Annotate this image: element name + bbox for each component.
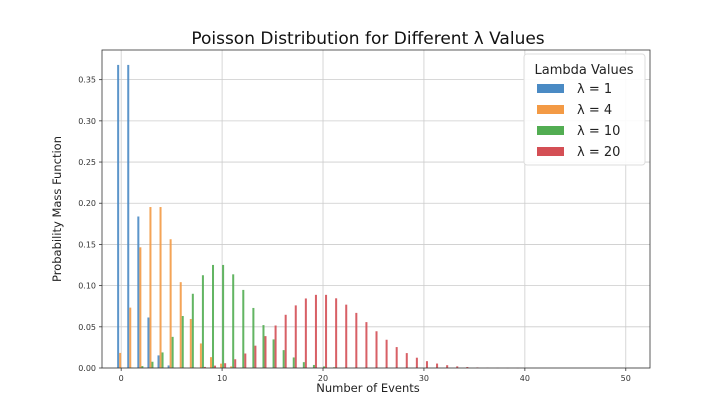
x-tick-label: 50	[621, 374, 631, 383]
bar-lambda-3	[375, 331, 378, 368]
bar-lambda-2	[323, 366, 326, 368]
bar-lambda-1	[179, 282, 182, 368]
legend-label: λ = 1	[577, 82, 612, 97]
bar-lambda-3	[466, 367, 469, 368]
x-tick-label: 40	[520, 374, 530, 383]
bar-lambda-1	[149, 207, 152, 368]
bar-lambda-3	[405, 353, 408, 368]
y-tick-label: 0.30	[78, 117, 96, 126]
y-tick-label: 0.35	[78, 76, 96, 85]
bar-lambda-0	[157, 355, 160, 368]
bars	[117, 64, 519, 369]
bar-lambda-2	[252, 307, 255, 368]
bar-lambda-3	[436, 363, 439, 368]
y-tick-label: 0.10	[78, 282, 96, 291]
bar-lambda-3	[234, 359, 237, 368]
y-ticks: 0.00 0.05 0.10 0.15 0.20 0.25 0.30 0.35	[78, 76, 102, 373]
y-tick-label: 0.00	[78, 364, 96, 373]
bar-lambda-2	[181, 316, 184, 368]
x-tick-label: 30	[419, 374, 429, 383]
bar-lambda-2	[201, 275, 204, 368]
bar-lambda-1	[230, 366, 233, 368]
bar-lambda-1	[220, 363, 223, 368]
bar-lambda-1	[139, 247, 142, 368]
y-tick-label: 0.05	[78, 323, 96, 332]
bar-lambda-2	[302, 362, 305, 368]
x-tick-label: 0	[119, 374, 124, 383]
bar-lambda-2	[272, 339, 275, 368]
bar-lambda-0	[117, 64, 120, 368]
bar-lambda-1	[189, 318, 192, 368]
bar-lambda-3	[335, 298, 338, 368]
bar-lambda-0	[127, 64, 130, 368]
bar-lambda-3	[214, 365, 217, 368]
bar-lambda-0	[137, 216, 140, 368]
legend-swatch	[537, 126, 564, 135]
legend-title: Lambda Values	[535, 63, 634, 78]
x-tick-label: 10	[217, 374, 227, 383]
bar-lambda-3	[304, 298, 307, 368]
bar-lambda-3	[203, 366, 206, 368]
bar-lambda-3	[294, 305, 297, 368]
bar-lambda-2	[151, 361, 154, 368]
bar-lambda-1	[209, 357, 213, 368]
bar-lambda-3	[244, 353, 247, 368]
bar-lambda-2	[262, 325, 265, 368]
bar-lambda-3	[254, 345, 257, 368]
chart-title: Poisson Distribution for Different λ Val…	[191, 29, 544, 49]
plot-frame	[101, 49, 651, 369]
bar-lambda-2	[191, 293, 194, 368]
bar-lambda-1	[129, 307, 132, 368]
y-tick-label: 0.15	[78, 240, 96, 249]
legend-label: λ = 20	[577, 145, 620, 160]
bar-lambda-3	[274, 325, 277, 368]
bar-lambda-1	[199, 343, 202, 368]
bar-lambda-2	[282, 350, 285, 368]
bar-lambda-2	[171, 336, 174, 368]
y-tick-label: 0.20	[78, 199, 96, 208]
bar-lambda-2	[212, 264, 215, 368]
bar-lambda-0	[167, 365, 170, 368]
bar-lambda-3	[325, 294, 328, 368]
bar-lambda-2	[222, 264, 225, 368]
bar-lambda-3	[425, 361, 428, 368]
bar-lambda-0	[147, 317, 150, 368]
bar-lambda-3	[415, 357, 418, 368]
bar-lambda-2	[312, 364, 315, 368]
bar-lambda-3	[385, 339, 388, 368]
bar-lambda-2	[141, 366, 144, 368]
bar-lambda-3	[395, 347, 398, 368]
legend-swatch	[537, 147, 564, 156]
bar-lambda-3	[284, 314, 287, 368]
x-tick-label: 20	[318, 374, 328, 383]
y-axis-label: Probability Mass Function	[50, 136, 64, 282]
legend-box	[523, 53, 646, 166]
y-tick-label: 0.25	[78, 158, 96, 167]
bar-lambda-3	[345, 304, 348, 368]
x-axis-label: Number of Events	[316, 381, 420, 395]
x-ticks: 0 10 20 30 40 50	[119, 368, 631, 383]
bar-lambda-3	[224, 363, 227, 368]
bar-lambda-2	[242, 289, 245, 368]
bar-lambda-3	[314, 294, 317, 368]
bar-lambda-3	[456, 366, 459, 368]
bar-lambda-3	[365, 322, 368, 368]
bar-lambda-1	[169, 239, 172, 368]
bar-lambda-3	[355, 312, 358, 368]
legend-swatch	[537, 105, 564, 114]
bar-lambda-2	[232, 274, 235, 368]
bar-lambda-1	[119, 352, 122, 368]
bar-lambda-1	[159, 207, 162, 368]
bar-lambda-3	[264, 336, 267, 368]
legend: Lambda Values λ = 1 λ = 4 λ = 10 λ = 20	[523, 53, 646, 166]
legend-swatch	[537, 84, 564, 93]
legend-label: λ = 4	[577, 103, 612, 118]
legend-label: λ = 10	[577, 124, 620, 139]
bar-lambda-2	[161, 352, 164, 368]
bar-lambda-3	[446, 365, 449, 368]
bar-lambda-2	[292, 357, 295, 368]
